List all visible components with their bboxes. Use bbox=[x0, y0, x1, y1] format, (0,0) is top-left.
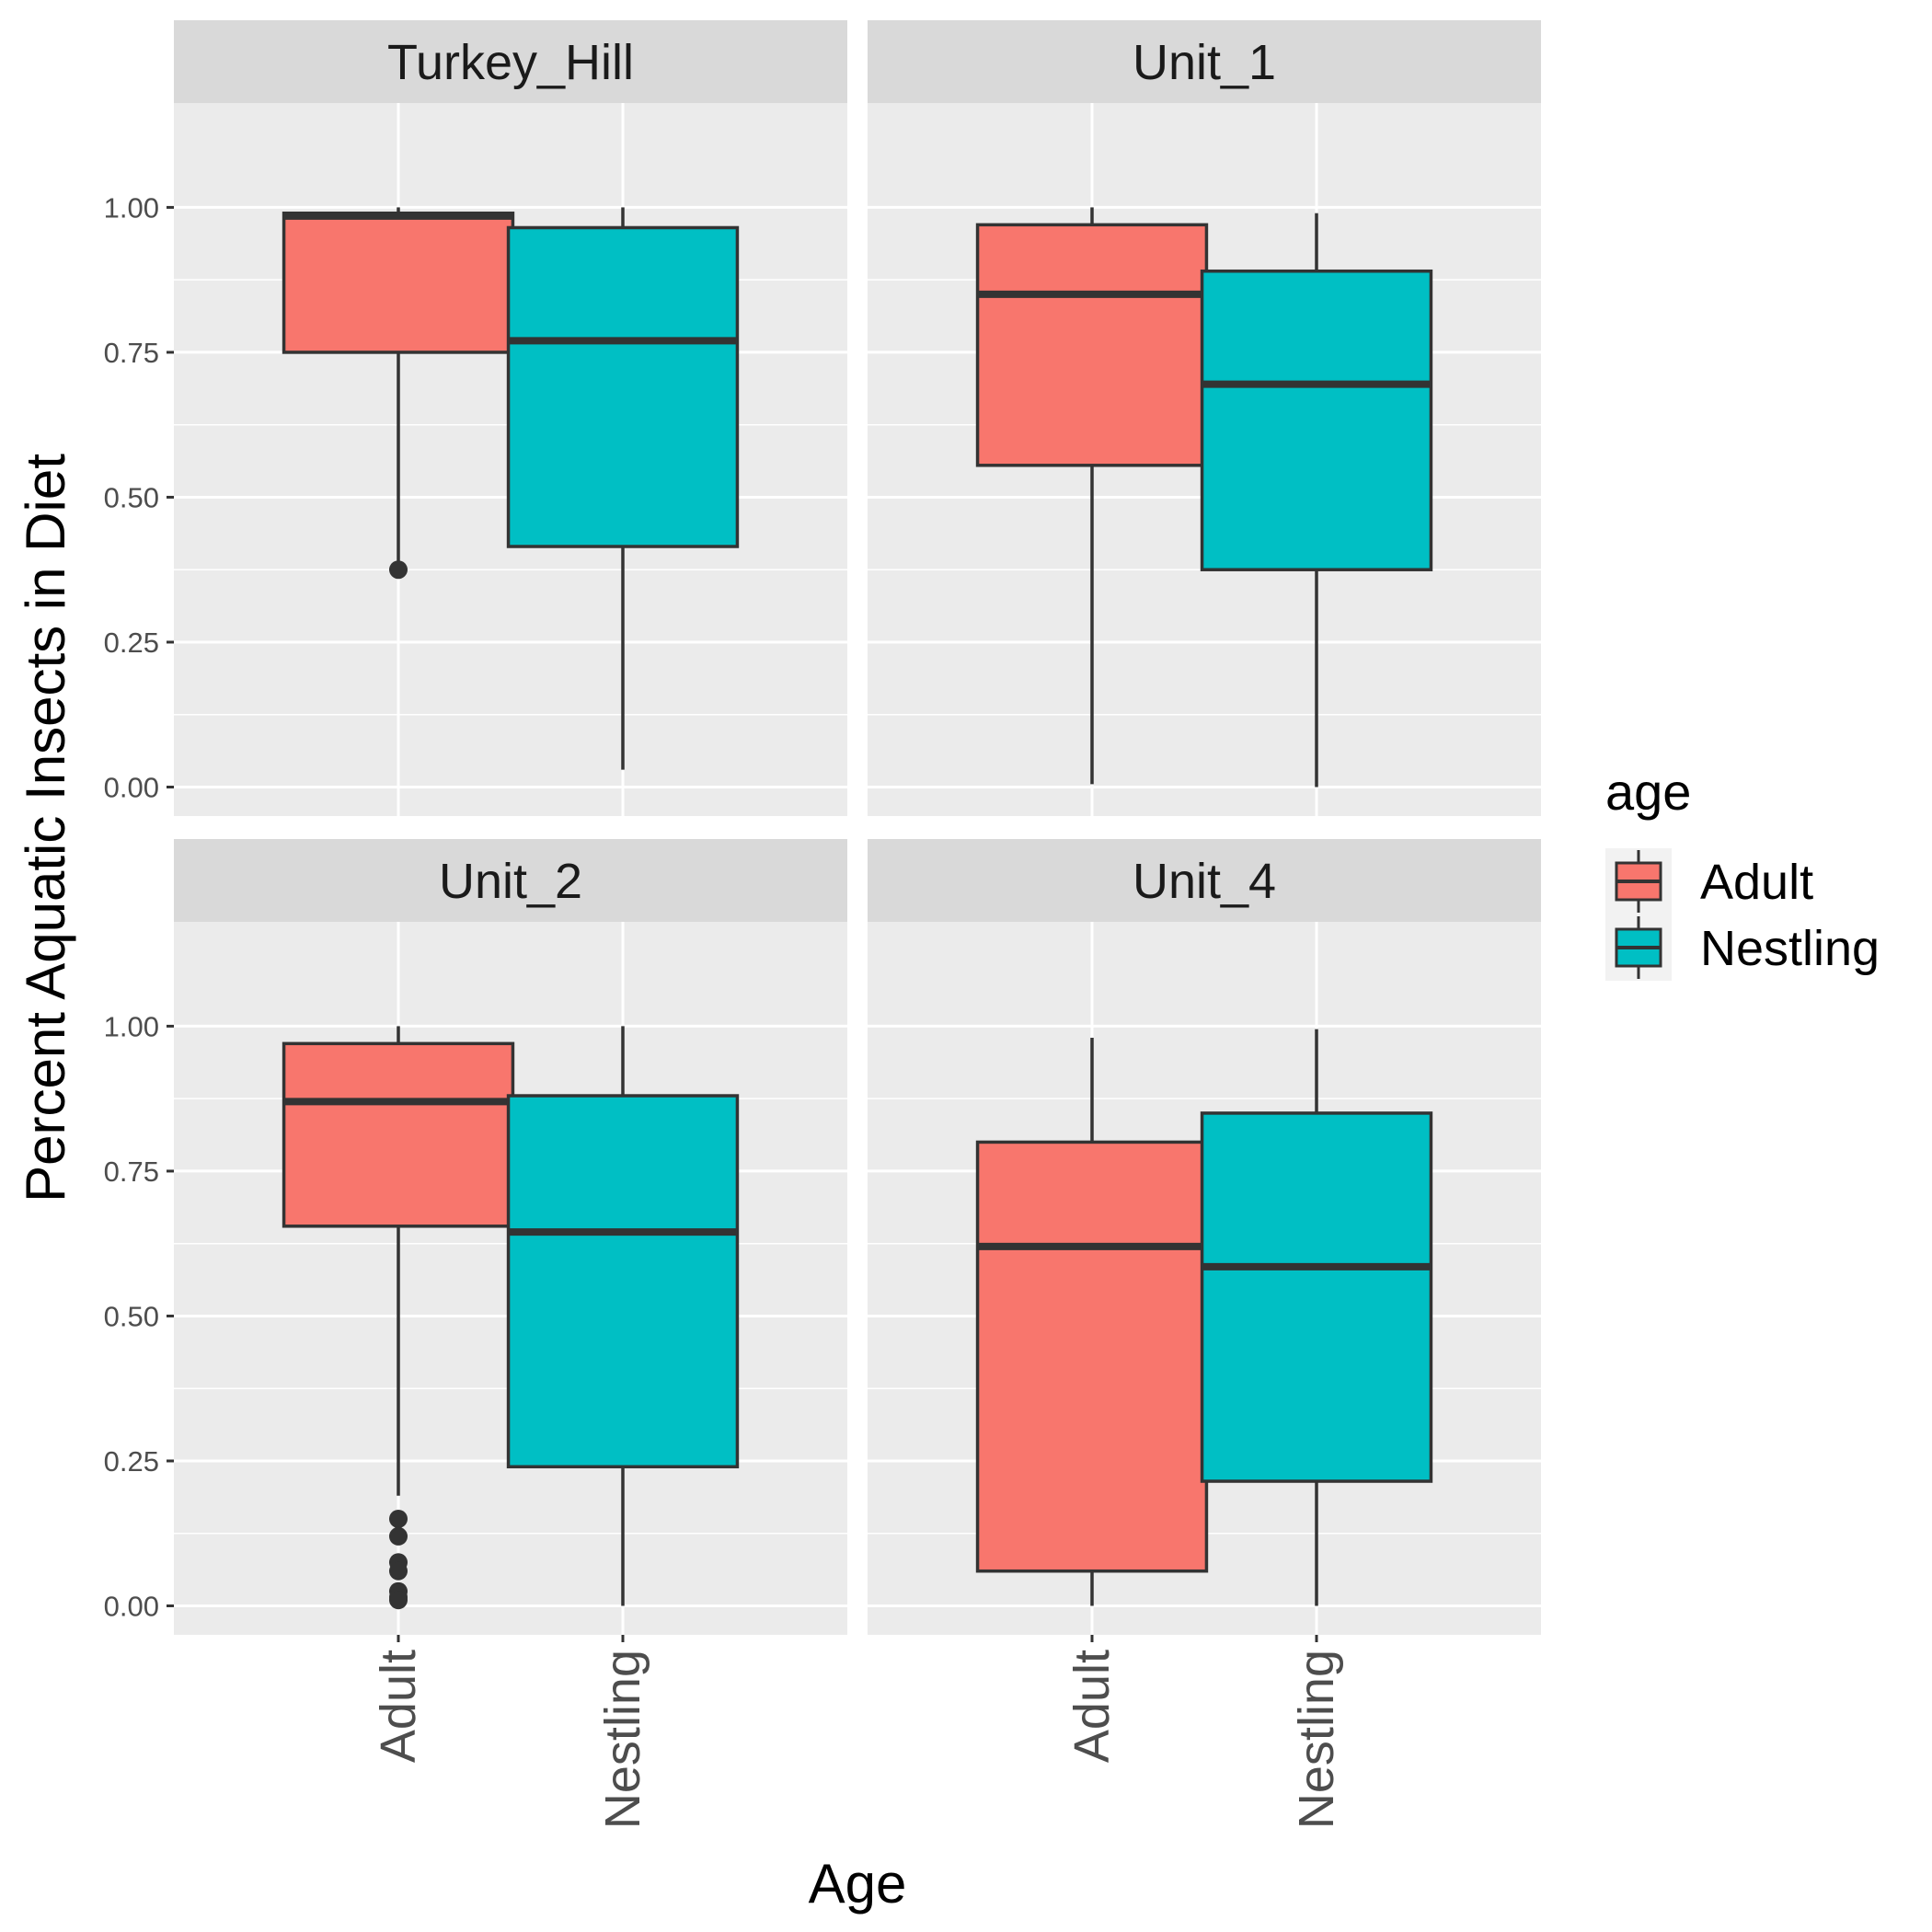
box-adult bbox=[282, 1041, 515, 1228]
y-tick-label: 0.00 bbox=[104, 771, 159, 803]
facet-strip-label: Unit_2 bbox=[439, 854, 582, 909]
outlier-point bbox=[389, 1561, 408, 1581]
box-adult bbox=[975, 223, 1209, 467]
y-tick-label: 0.75 bbox=[104, 337, 159, 369]
box-adult bbox=[975, 1140, 1209, 1573]
legend-label-adult: Adult bbox=[1700, 855, 1813, 910]
x-tick-label: Nestling bbox=[595, 1650, 650, 1829]
box-adult bbox=[282, 211, 515, 354]
y-axis-title: Percent Aquatic Insects in Diet bbox=[15, 454, 76, 1202]
y-tick-label: 0.25 bbox=[104, 1445, 159, 1478]
y-tick-label: 0.50 bbox=[104, 481, 159, 513]
facet-strip-label: Unit_4 bbox=[1133, 854, 1276, 909]
box-nestling bbox=[506, 1094, 740, 1469]
facet-strip bbox=[174, 839, 847, 922]
outlier-point bbox=[389, 1526, 408, 1546]
box-nestling bbox=[1200, 1111, 1433, 1483]
legend-title: age bbox=[1605, 763, 1691, 821]
facet-strip bbox=[174, 20, 847, 103]
outlier-point bbox=[389, 1591, 408, 1610]
legend-label-nestling: Nestling bbox=[1700, 921, 1880, 976]
y-tick-label: 1.00 bbox=[104, 191, 159, 224]
x-tick-label: Nestling bbox=[1289, 1650, 1344, 1829]
outlier-point bbox=[389, 1509, 408, 1528]
y-tick-label: 0.50 bbox=[104, 1300, 159, 1332]
facet-strip bbox=[868, 839, 1541, 922]
x-tick-label: Adult bbox=[1064, 1650, 1120, 1763]
y-tick-label: 0.25 bbox=[104, 627, 159, 659]
facet-strip bbox=[868, 20, 1541, 103]
x-tick-label: Adult bbox=[371, 1650, 426, 1763]
y-tick-label: 0.75 bbox=[104, 1156, 159, 1188]
box-nestling bbox=[1200, 269, 1433, 571]
y-tick-label: 1.00 bbox=[104, 1010, 159, 1042]
y-tick-label: 0.00 bbox=[104, 1590, 159, 1622]
x-axis-title: Age bbox=[809, 1853, 907, 1915]
facet-strip-label: Turkey_Hill bbox=[387, 35, 634, 90]
box-nestling bbox=[506, 225, 740, 548]
outlier-point bbox=[389, 560, 408, 580]
facet-strip-label: Unit_1 bbox=[1133, 35, 1276, 90]
